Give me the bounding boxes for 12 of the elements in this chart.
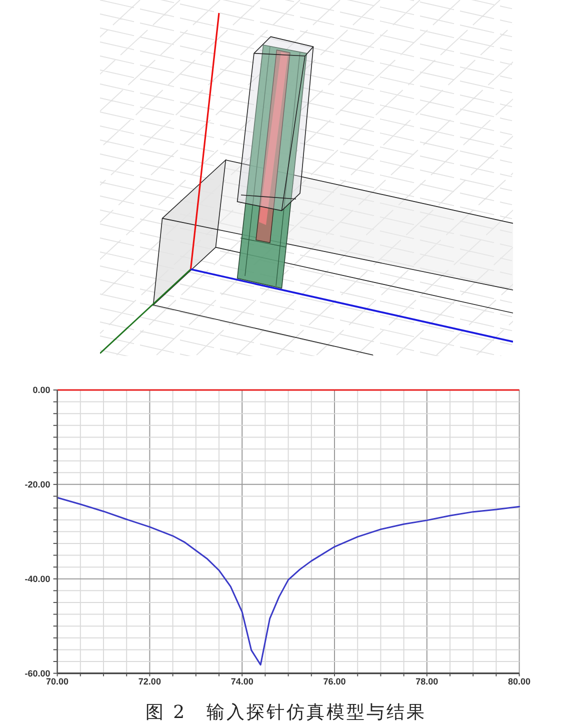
x-tick-label: 74.00 xyxy=(230,676,254,686)
line-series xyxy=(56,496,520,666)
y-tick-label: -40.00 xyxy=(24,574,50,584)
x-tick-label: 70.00 xyxy=(46,676,69,686)
y-tick-label: -60.00 xyxy=(24,668,50,678)
y-tick-label: 0.00 xyxy=(32,385,50,396)
x-tick-label: 76.00 xyxy=(323,676,346,686)
caption: 图 2 输入探针仿真模型与结果 xyxy=(145,702,427,723)
y-tick-label: -20.00 xyxy=(24,480,50,490)
x-tick-label: 80.00 xyxy=(508,676,531,686)
x-tick-label: 78.00 xyxy=(416,676,438,686)
x-tick-label: 72.00 xyxy=(138,676,161,686)
